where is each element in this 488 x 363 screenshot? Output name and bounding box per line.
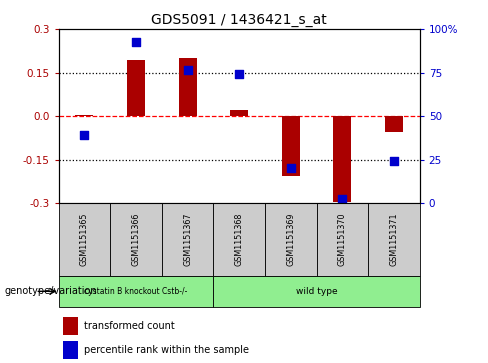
Bar [213, 203, 265, 276]
Point [287, 166, 295, 171]
Point [390, 158, 398, 164]
Text: wild type: wild type [296, 287, 337, 296]
Text: GSM1151370: GSM1151370 [338, 213, 347, 266]
Text: GSM1151365: GSM1151365 [80, 213, 89, 266]
Text: transformed count: transformed count [84, 321, 175, 331]
Bar [385, 116, 403, 132]
Bar [75, 115, 93, 116]
Text: cystatin B knockout Cstb-/-: cystatin B knockout Cstb-/- [84, 287, 187, 296]
Bar [368, 203, 420, 276]
Bar [333, 116, 351, 202]
Bar [230, 110, 248, 116]
Text: GSM1151368: GSM1151368 [235, 213, 244, 266]
Point [132, 39, 140, 45]
Bar [282, 116, 300, 176]
Bar [179, 58, 197, 116]
Point [338, 196, 346, 202]
Point [183, 67, 191, 73]
Bar [59, 276, 213, 307]
Bar [317, 203, 368, 276]
Text: GSM1151366: GSM1151366 [131, 213, 141, 266]
Bar [110, 203, 162, 276]
Text: percentile rank within the sample: percentile rank within the sample [84, 345, 249, 355]
Text: GSM1151367: GSM1151367 [183, 213, 192, 266]
Bar [265, 203, 317, 276]
Bar [63, 317, 78, 335]
Text: GSM1151369: GSM1151369 [286, 213, 295, 266]
Text: genotype/variation: genotype/variation [5, 286, 98, 297]
Point [235, 71, 243, 77]
Bar [213, 276, 420, 307]
Text: GSM1151371: GSM1151371 [389, 213, 398, 266]
Point [81, 132, 88, 138]
Bar [127, 60, 145, 116]
Bar [59, 203, 110, 276]
Bar [63, 341, 78, 359]
Bar [162, 203, 213, 276]
Title: GDS5091 / 1436421_s_at: GDS5091 / 1436421_s_at [151, 13, 327, 26]
